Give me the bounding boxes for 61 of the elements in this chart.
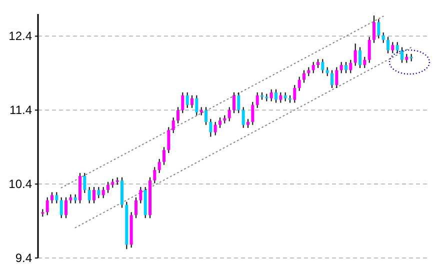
candlestick (400, 46, 404, 64)
candlestick (97, 186, 100, 199)
candlestick (176, 106, 180, 124)
candlestick (134, 196, 138, 219)
candlestick (102, 186, 105, 199)
candlestick (204, 106, 208, 126)
candlestick (377, 18, 380, 39)
candlestick (218, 117, 222, 128)
candlestick (209, 118, 212, 138)
candlestick (83, 172, 86, 194)
candlestick (354, 43, 357, 66)
candlestick (46, 196, 49, 216)
y-tick-label: 12.4 (8, 29, 32, 44)
candlestick (256, 92, 259, 108)
candlestick (302, 70, 306, 84)
y-tick-label: 11.4 (10, 102, 32, 117)
candlestick (270, 88, 273, 102)
candlestick (55, 192, 58, 204)
candlestick (88, 186, 91, 204)
candlestick (64, 196, 68, 219)
candlestick (190, 94, 194, 108)
candlestick (312, 62, 315, 74)
candlestick (340, 62, 343, 74)
candlestick (228, 106, 231, 122)
candlestick (214, 121, 217, 136)
candlestick (162, 146, 166, 166)
candlestick (50, 192, 54, 204)
candlestick (321, 58, 324, 74)
candlestick (242, 106, 245, 128)
candlestick (237, 92, 240, 114)
candlestick (382, 32, 385, 44)
candlestick (195, 94, 198, 116)
candlestick (298, 76, 301, 92)
candlestick (349, 59, 352, 74)
candlestick (344, 62, 348, 74)
candlestick (139, 186, 142, 204)
candlestick (172, 117, 175, 134)
candlestick (251, 101, 254, 126)
candlestick (358, 46, 362, 68)
candlestick (274, 88, 278, 104)
candlestick (92, 186, 96, 204)
candlestick (106, 181, 110, 194)
candlestick (167, 126, 170, 154)
candlestick (372, 14, 376, 44)
candlestick (158, 158, 161, 174)
candlestick (60, 196, 63, 219)
candlestick (386, 36, 390, 54)
candlestick (391, 42, 394, 54)
candlestick (330, 70, 334, 88)
candlestick (153, 166, 156, 184)
y-tick-label: 9.4 (15, 250, 32, 265)
candlestick (363, 56, 366, 68)
candlestick (279, 92, 282, 104)
candlestick (186, 92, 189, 108)
candlestick (335, 66, 338, 88)
candlestick (293, 84, 296, 104)
candlestick (181, 92, 184, 114)
candlestick (396, 42, 399, 54)
candlestick (368, 36, 371, 64)
candlestick (232, 92, 236, 114)
y-tick-label: 10.4 (8, 176, 32, 191)
